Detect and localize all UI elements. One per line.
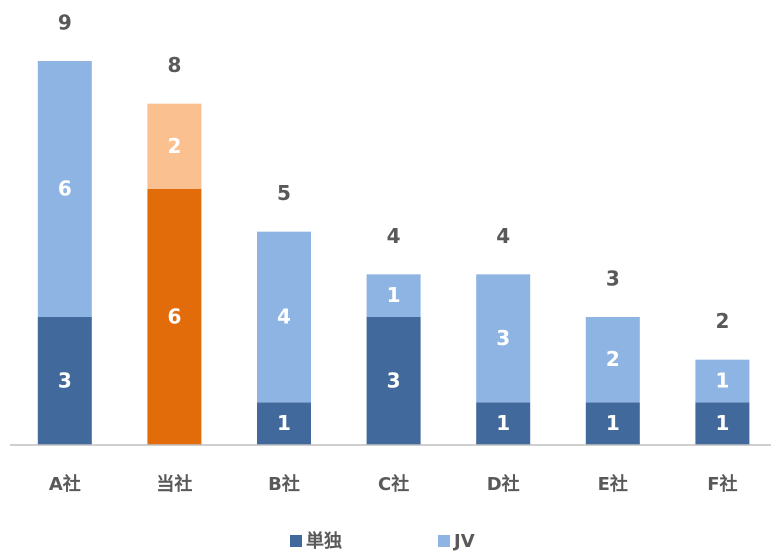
data-label: 1: [606, 411, 620, 435]
x-tick-label: C社: [378, 473, 409, 495]
data-label: 3: [496, 326, 510, 350]
x-tick-label: D社: [487, 473, 520, 495]
data-label: 1: [496, 411, 510, 435]
x-tick-label: E社: [598, 473, 628, 495]
total-label: 8: [167, 53, 181, 77]
total-label: 4: [387, 224, 401, 248]
bar-segment: [695, 402, 750, 445]
legend-swatch: [438, 535, 450, 547]
bar-segment: [476, 274, 531, 403]
total-label: 3: [606, 267, 620, 291]
bar-segment: [366, 274, 421, 317]
data-label: 1: [715, 411, 729, 435]
data-label: 3: [58, 369, 72, 393]
data-label: 6: [58, 177, 72, 201]
x-tick-label: F社: [707, 473, 737, 495]
bar-segment: [695, 359, 750, 403]
data-label: 1: [277, 411, 291, 435]
bar-segment: [37, 317, 92, 445]
x-tick-label: A社: [49, 473, 81, 495]
bar-segment: [257, 402, 311, 445]
data-label: 1: [387, 283, 401, 307]
legend-label: JV: [452, 531, 475, 551]
bar-segment: [476, 402, 531, 445]
data-label: 1: [715, 369, 729, 393]
bar-segment: [37, 61, 92, 317]
total-label: 5: [277, 181, 291, 205]
data-label: 6: [167, 305, 181, 329]
bar-segment: [147, 189, 202, 445]
bar-segment: [147, 103, 202, 189]
legend-label: 単独: [306, 530, 342, 551]
data-label: 3: [387, 369, 401, 393]
total-label: 2: [715, 309, 729, 333]
bar-segment: [585, 402, 640, 445]
legend-swatch: [290, 535, 302, 547]
total-label: 4: [496, 224, 510, 248]
x-tick-label: B社: [268, 473, 300, 495]
total-label: 9: [58, 11, 72, 35]
bar-segment: [257, 231, 311, 403]
x-tick-label: 当社: [156, 473, 192, 495]
data-label: 2: [167, 134, 181, 158]
data-label: 4: [277, 305, 291, 329]
data-label: 2: [606, 347, 620, 371]
bar-segment: [585, 317, 640, 403]
bar-segment: [366, 317, 421, 445]
